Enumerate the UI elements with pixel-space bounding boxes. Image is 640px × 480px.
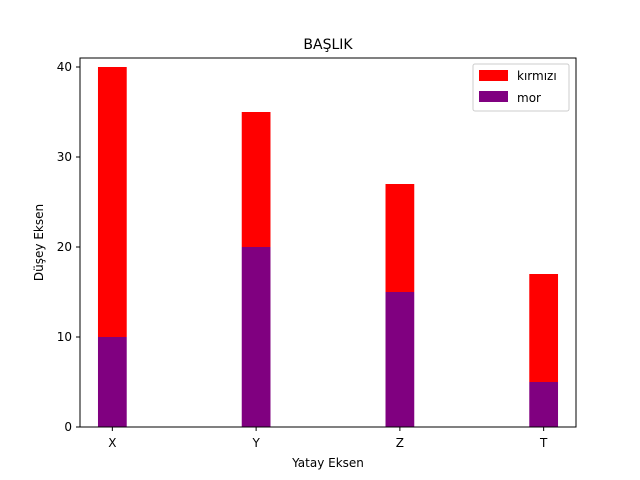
y-tick-label: 20 bbox=[57, 240, 72, 254]
bar-y-series-0 bbox=[241, 247, 271, 427]
bar-t-series-0 bbox=[529, 382, 559, 427]
bars-group bbox=[97, 67, 559, 427]
y-tick-label: 0 bbox=[64, 420, 72, 434]
x-tick-label: T bbox=[539, 436, 548, 450]
x-tick-label: X bbox=[108, 436, 116, 450]
legend-label-mor: mor bbox=[517, 91, 541, 105]
bar-z-series-1 bbox=[385, 184, 415, 292]
x-tick-label: Y bbox=[251, 436, 260, 450]
bar-x-series-0 bbox=[97, 337, 127, 427]
chart-title: BAŞLIK bbox=[303, 37, 353, 53]
legend: kırmızı mor bbox=[472, 63, 570, 112]
y-tick-label: 10 bbox=[57, 330, 72, 344]
y-tick-label: 30 bbox=[57, 150, 72, 164]
x-axis-label: Yatay Eksen bbox=[291, 456, 364, 470]
legend-swatch-mor bbox=[479, 91, 508, 102]
bar-z-series-0 bbox=[385, 292, 415, 427]
y-axis-label: Düşey Eksen bbox=[32, 204, 46, 281]
x-tick-label: Z bbox=[396, 436, 404, 450]
bar-y-series-1 bbox=[241, 112, 271, 247]
legend-swatch-kirmizi bbox=[479, 70, 508, 81]
bar-x-series-1 bbox=[97, 67, 127, 337]
bar-t-series-1 bbox=[529, 274, 559, 382]
legend-label-kirmizi: kırmızı bbox=[517, 69, 557, 83]
y-tick-label: 40 bbox=[57, 60, 72, 74]
y-ticks-group: 0 10 20 30 40 bbox=[57, 60, 80, 434]
plot-frame bbox=[79, 57, 577, 428]
